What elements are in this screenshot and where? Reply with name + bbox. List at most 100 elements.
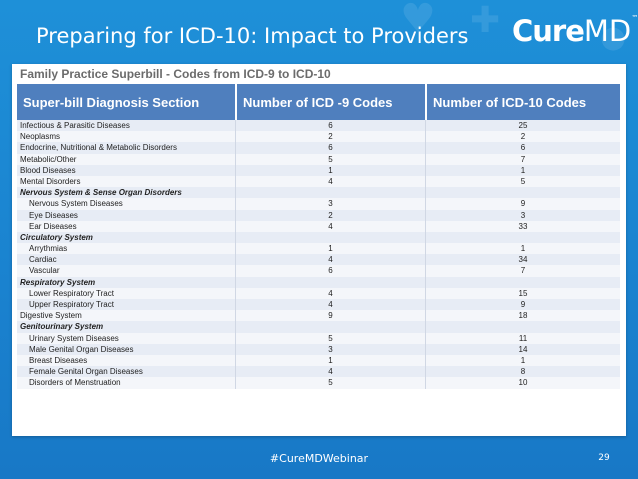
icd10-value: 5 [425,175,620,188]
table-caption: Family Practice Superbill - Codes from I… [20,67,331,81]
row-label: Vascular [29,266,60,276]
logo-md: MD [583,14,632,48]
icd10-value: 33 [425,220,620,232]
heart-icon: ♥ [400,0,436,42]
icd10-value: 9 [425,198,620,210]
page-number: 29 [598,453,610,463]
table-row: Eye Diseases 2 3 [17,209,620,221]
icd10-value: 25 [425,120,620,132]
header-icd10: Number of ICD-10 Codes [425,84,620,120]
row-label: Blood Diseases [20,165,76,175]
row-label: Respiratory System [20,277,96,287]
header-icd9: Number of ICD -9 Codes [235,84,425,120]
icd9-value: 1 [235,354,425,367]
icd9-value [235,276,425,288]
table-row: Breast Diseases 1 1 [17,354,620,367]
icd10-value [425,187,620,199]
row-label: Lower Respiratory Tract [29,288,114,298]
icd9-value: 4 [235,254,425,266]
icd9-value [235,187,425,199]
icd10-value: 2 [425,131,620,143]
icd9-value: 3 [235,343,425,355]
icd9-value: 3 [235,198,425,210]
curemd-logo: CureMD™ [512,14,638,48]
icd10-value [425,231,620,244]
icd9-value: 4 [235,299,425,311]
page-number-badge: 29 [589,446,619,466]
cross-icon: ✚ [470,0,501,41]
icd10-value: 15 [425,287,620,299]
row-label: Eye Diseases [29,210,78,220]
icd9-value: 5 [235,153,425,165]
row-label: Nervous System Diseases [29,199,123,209]
row-label: Male Genital Organ Diseases [29,344,134,354]
table-row: Neoplasms 2 2 [17,131,620,143]
table-row: Infectious & Parasitic Diseases 6 25 [17,120,620,132]
row-label: Neoplasms [20,132,61,142]
icd9-value: 6 [235,265,425,277]
table-row: Male Genital Organ Diseases 3 14 [17,343,620,355]
table-row: Ear Diseases 4 33 [17,220,620,232]
row-label: Circulatory System [20,232,93,242]
table-section-row: Respiratory System [17,276,620,288]
header-section: Super-bill Diagnosis Section [23,94,200,110]
row-label: Upper Respiratory Tract [29,300,114,309]
table-row: Upper Respiratory Tract 4 9 [17,299,620,311]
row-label: Mental Disorders [20,176,81,186]
icd10-value: 3 [425,209,620,221]
row-label: Digestive System [20,311,82,321]
icd9-value: 1 [235,164,425,176]
icd10-value: 9 [425,299,620,311]
pill-icon: ● [600,20,627,55]
icd10-value: 1 [425,243,620,255]
icd10-value: 7 [425,153,620,165]
table-row: Endocrine, Nutritional & Metabolic Disor… [17,142,620,154]
icd10-value: 18 [425,310,620,322]
icd9-value [235,231,425,244]
icd9-value: 6 [235,120,425,132]
row-label: Arrythmias [29,244,68,254]
webinar-hashtag: #CureMDWebinar [269,452,369,465]
icd10-value: 8 [425,366,620,378]
icd10-value: 34 [425,254,620,266]
table-body: Infectious & Parasitic Diseases 6 25 Neopla… [17,120,620,389]
table-row: Urinary System Diseases 5 11 [17,332,620,344]
table-panel: Family Practice Superbill - Codes from I… [12,64,626,436]
table-row: Digestive System 9 18 [17,310,620,322]
table-row: Blood Diseases 1 1 [17,164,620,176]
icd9-value: 2 [235,209,425,221]
row-label: Ear Diseases [29,221,77,231]
table-section-row: Genitourinary System [17,321,620,333]
icd10-value: 6 [425,142,620,154]
row-label: Genitourinary System [20,322,104,332]
icd10-value: 10 [425,377,620,389]
table-row: Metabolic/Other 5 7 [17,153,620,165]
slide-title: Preparing for ICD-10: Impact to Provider… [36,24,469,48]
icd10-value: 7 [425,265,620,277]
row-label: Female Genital Organ Diseases [29,367,143,377]
table-row: Nervous System Diseases 3 9 [17,198,620,210]
icd10-value: 11 [425,332,620,344]
table-section-row: Nervous System & Sense Organ Disorders [17,187,620,199]
icd9-value: 5 [235,377,425,389]
table-row: Disorders of Menstruation 5 10 [17,377,620,389]
table-row: Vascular 6 7 [17,265,620,277]
icd10-value: 14 [425,343,620,355]
icd9-value: 5 [235,332,425,344]
row-label: Nervous System & Sense Organ Disorders [20,188,182,198]
row-label: Endocrine, Nutritional & Metabolic Disor… [20,143,177,153]
codes-table: Super-bill Diagnosis Section Number of I… [17,84,620,389]
icd9-value: 4 [235,287,425,299]
icd9-value: 6 [235,142,425,154]
icd9-value: 9 [235,310,425,322]
icd10-value [425,276,620,288]
row-label: Disorders of Menstruation [29,378,121,388]
icd9-value: 4 [235,366,425,378]
icd9-value: 4 [235,175,425,188]
table-row: Lower Respiratory Tract 4 15 [17,287,620,299]
row-label: Urinary System Diseases [29,333,119,343]
row-label: Breast Diseases [29,355,88,365]
table-section-row: Circulatory System [17,231,620,244]
icd10-value [425,321,620,333]
icd9-value: 2 [235,131,425,143]
